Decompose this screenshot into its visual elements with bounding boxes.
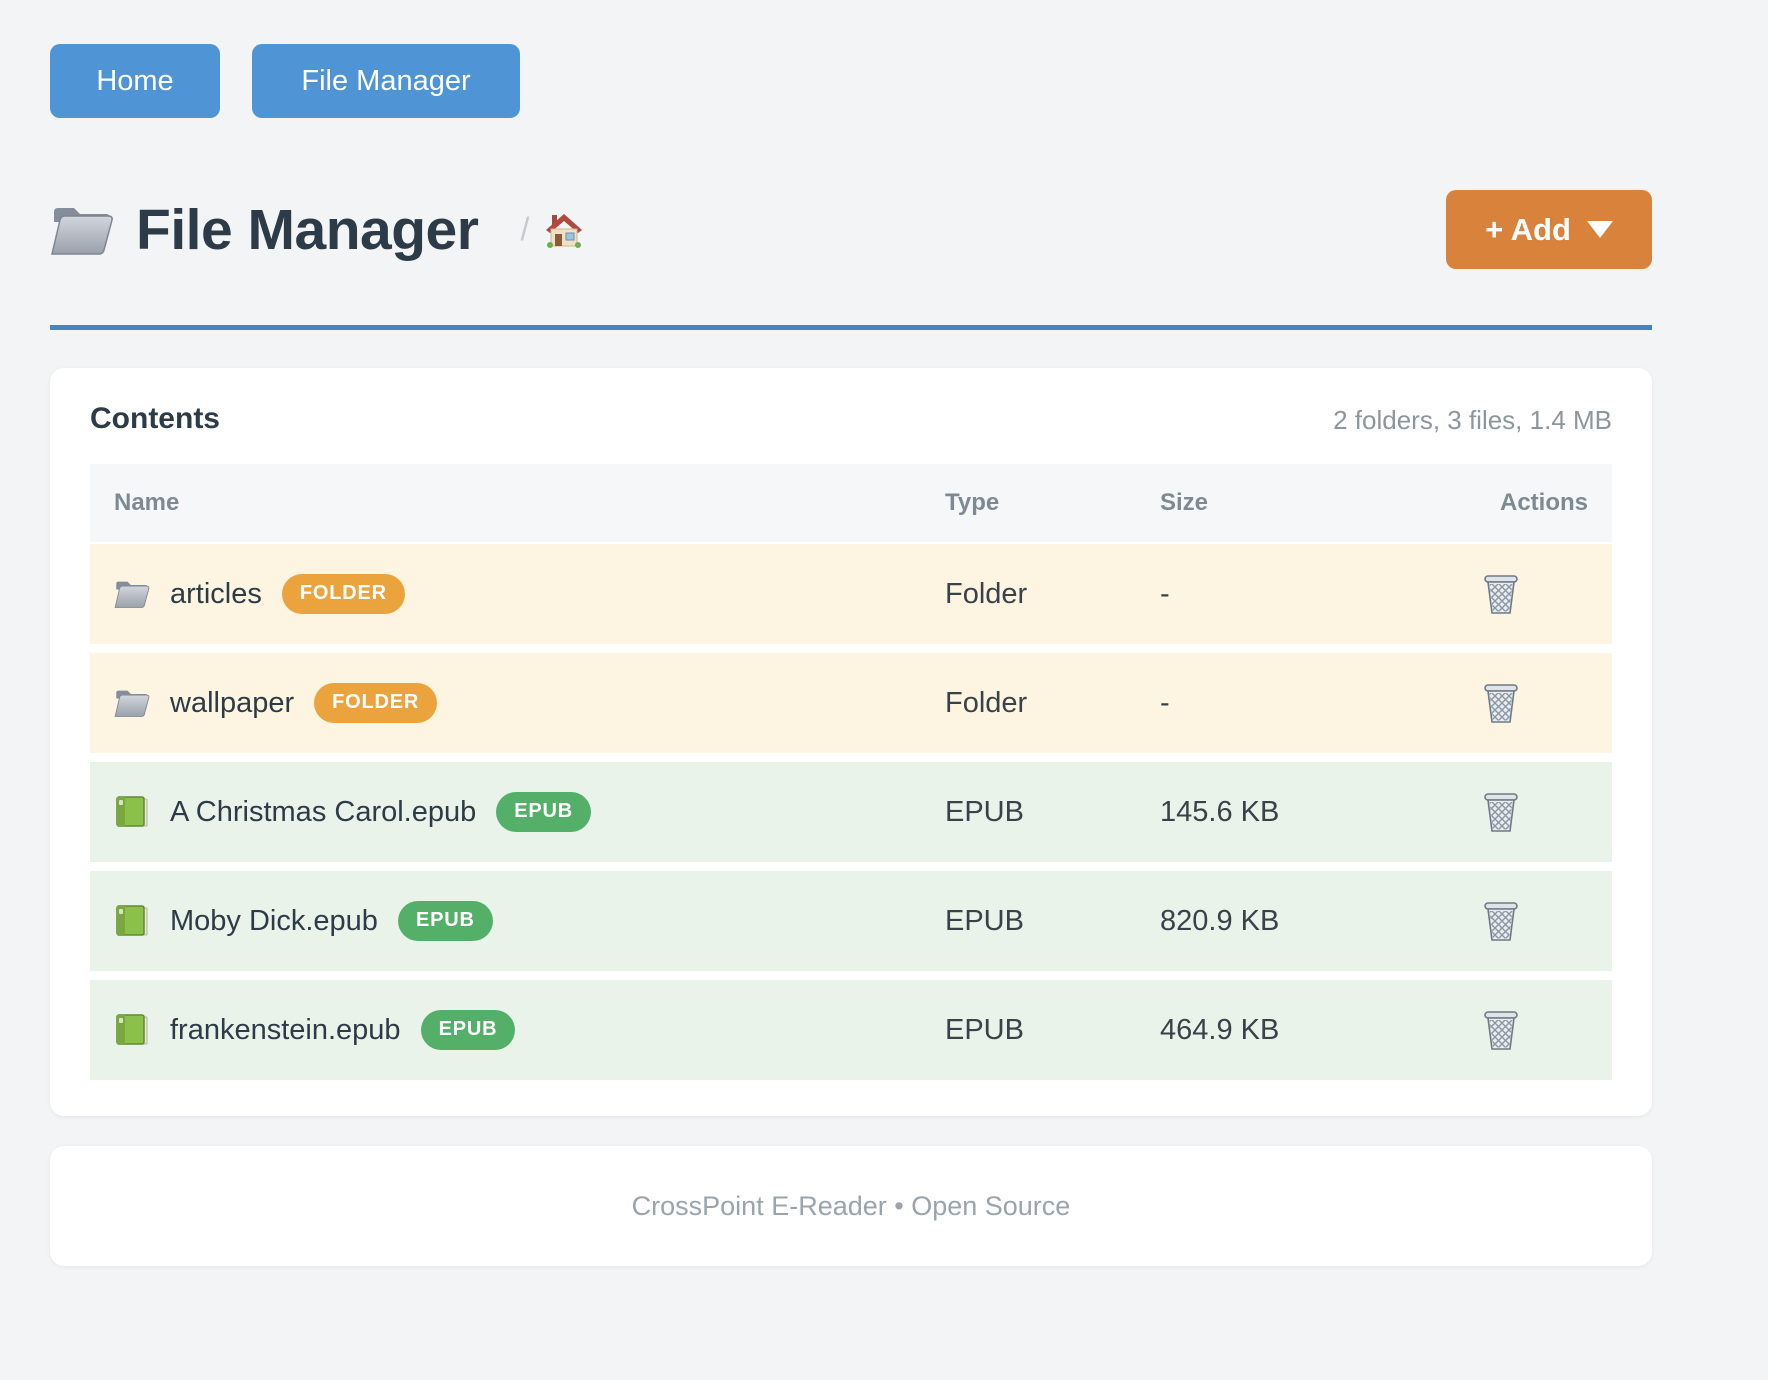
file-name[interactable]: Moby Dick.epub xyxy=(170,904,378,937)
page-title: File Manager xyxy=(136,197,479,262)
add-button-label: + Add xyxy=(1485,211,1571,247)
table-row[interactable]: articles FOLDER Folder - xyxy=(90,544,1612,644)
caret-down-icon xyxy=(1586,221,1613,238)
book-icon xyxy=(114,796,150,828)
page-header: File Manager / + Add xyxy=(50,190,1652,269)
title-group: File Manager / xyxy=(50,197,583,263)
trash-icon xyxy=(1481,682,1521,724)
file-size: - xyxy=(1160,686,1170,719)
add-button[interactable]: + Add xyxy=(1446,190,1652,269)
footer-card: CrossPoint E-Reader • Open Source xyxy=(50,1146,1652,1266)
file-name[interactable]: frankenstein.epub xyxy=(170,1013,401,1046)
trash-icon xyxy=(1481,573,1521,615)
nav-button-file-manager[interactable]: File Manager xyxy=(252,44,520,118)
file-name[interactable]: A Christmas Carol.epub xyxy=(170,795,477,828)
breadcrumb: / xyxy=(520,211,583,248)
delete-button[interactable] xyxy=(1477,787,1525,837)
file-name[interactable]: wallpaper xyxy=(170,686,295,719)
type-badge: EPUB xyxy=(420,1010,516,1050)
house-icon[interactable] xyxy=(545,212,583,248)
column-header-type: Type xyxy=(945,489,1000,516)
type-badge: EPUB xyxy=(397,901,493,941)
file-type: Folder xyxy=(945,686,1028,719)
file-size: 464.9 KB xyxy=(1160,1013,1280,1046)
contents-card: Contents 2 folders, 3 files, 1.4 MB Name… xyxy=(50,368,1652,1116)
trash-icon xyxy=(1481,791,1521,833)
table-body: articles FOLDER Folder - wallpaper FOLDE… xyxy=(90,544,1612,1080)
book-icon xyxy=(114,905,150,937)
delete-button[interactable] xyxy=(1477,678,1525,728)
breadcrumb-separator: / xyxy=(520,211,530,247)
file-table: Name Type Size Actions articles FOLDER F… xyxy=(90,464,1612,1080)
file-size: 145.6 KB xyxy=(1160,795,1280,828)
type-badge: EPUB xyxy=(496,792,592,832)
file-size: 820.9 KB xyxy=(1160,904,1280,937)
column-header-size: Size xyxy=(1160,489,1209,516)
file-type: EPUB xyxy=(945,795,1024,828)
table-row[interactable]: frankenstein.epub EPUB EPUB 464.9 KB xyxy=(90,980,1612,1080)
folder-icon xyxy=(50,202,114,258)
file-type: EPUB xyxy=(945,1013,1024,1046)
folder-icon xyxy=(114,578,150,610)
footer-text: CrossPoint E-Reader • Open Source xyxy=(631,1190,1071,1221)
column-header-actions: Actions xyxy=(1499,489,1588,516)
type-badge: FOLDER xyxy=(281,574,405,614)
header-divider xyxy=(50,325,1652,330)
delete-button[interactable] xyxy=(1477,896,1525,946)
contents-summary: 2 folders, 3 files, 1.4 MB xyxy=(1333,405,1612,435)
book-icon xyxy=(114,1014,150,1046)
table-row[interactable]: Moby Dick.epub EPUB EPUB 820.9 KB xyxy=(90,871,1612,971)
table-row[interactable]: wallpaper FOLDER Folder - xyxy=(90,653,1612,753)
file-name[interactable]: articles xyxy=(170,577,262,610)
contents-card-header: Contents 2 folders, 3 files, 1.4 MB xyxy=(90,402,1612,436)
delete-button[interactable] xyxy=(1477,569,1525,619)
folder-icon xyxy=(114,687,150,719)
type-badge: FOLDER xyxy=(314,683,438,723)
column-header-name: Name xyxy=(114,489,180,516)
file-size: - xyxy=(1160,577,1170,610)
table-row[interactable]: A Christmas Carol.epub EPUB EPUB 145.6 K… xyxy=(90,762,1612,862)
file-type: EPUB xyxy=(945,904,1024,937)
trash-icon xyxy=(1481,900,1521,942)
table-header-row: Name Type Size Actions xyxy=(90,464,1612,542)
file-type: Folder xyxy=(945,577,1028,610)
nav-button-home[interactable]: Home xyxy=(50,44,220,118)
delete-button[interactable] xyxy=(1477,1005,1525,1055)
top-nav: Home File Manager xyxy=(50,0,1652,118)
contents-title: Contents xyxy=(90,402,220,435)
trash-icon xyxy=(1481,1009,1521,1051)
